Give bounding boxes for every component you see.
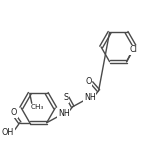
Text: O: O <box>11 108 17 117</box>
Text: O: O <box>85 77 92 86</box>
Text: Cl: Cl <box>130 45 137 54</box>
Text: NH: NH <box>58 109 70 118</box>
Text: OH: OH <box>2 128 14 137</box>
Text: NH: NH <box>84 93 95 102</box>
Text: CH₃: CH₃ <box>31 104 44 110</box>
Text: S: S <box>63 93 68 102</box>
